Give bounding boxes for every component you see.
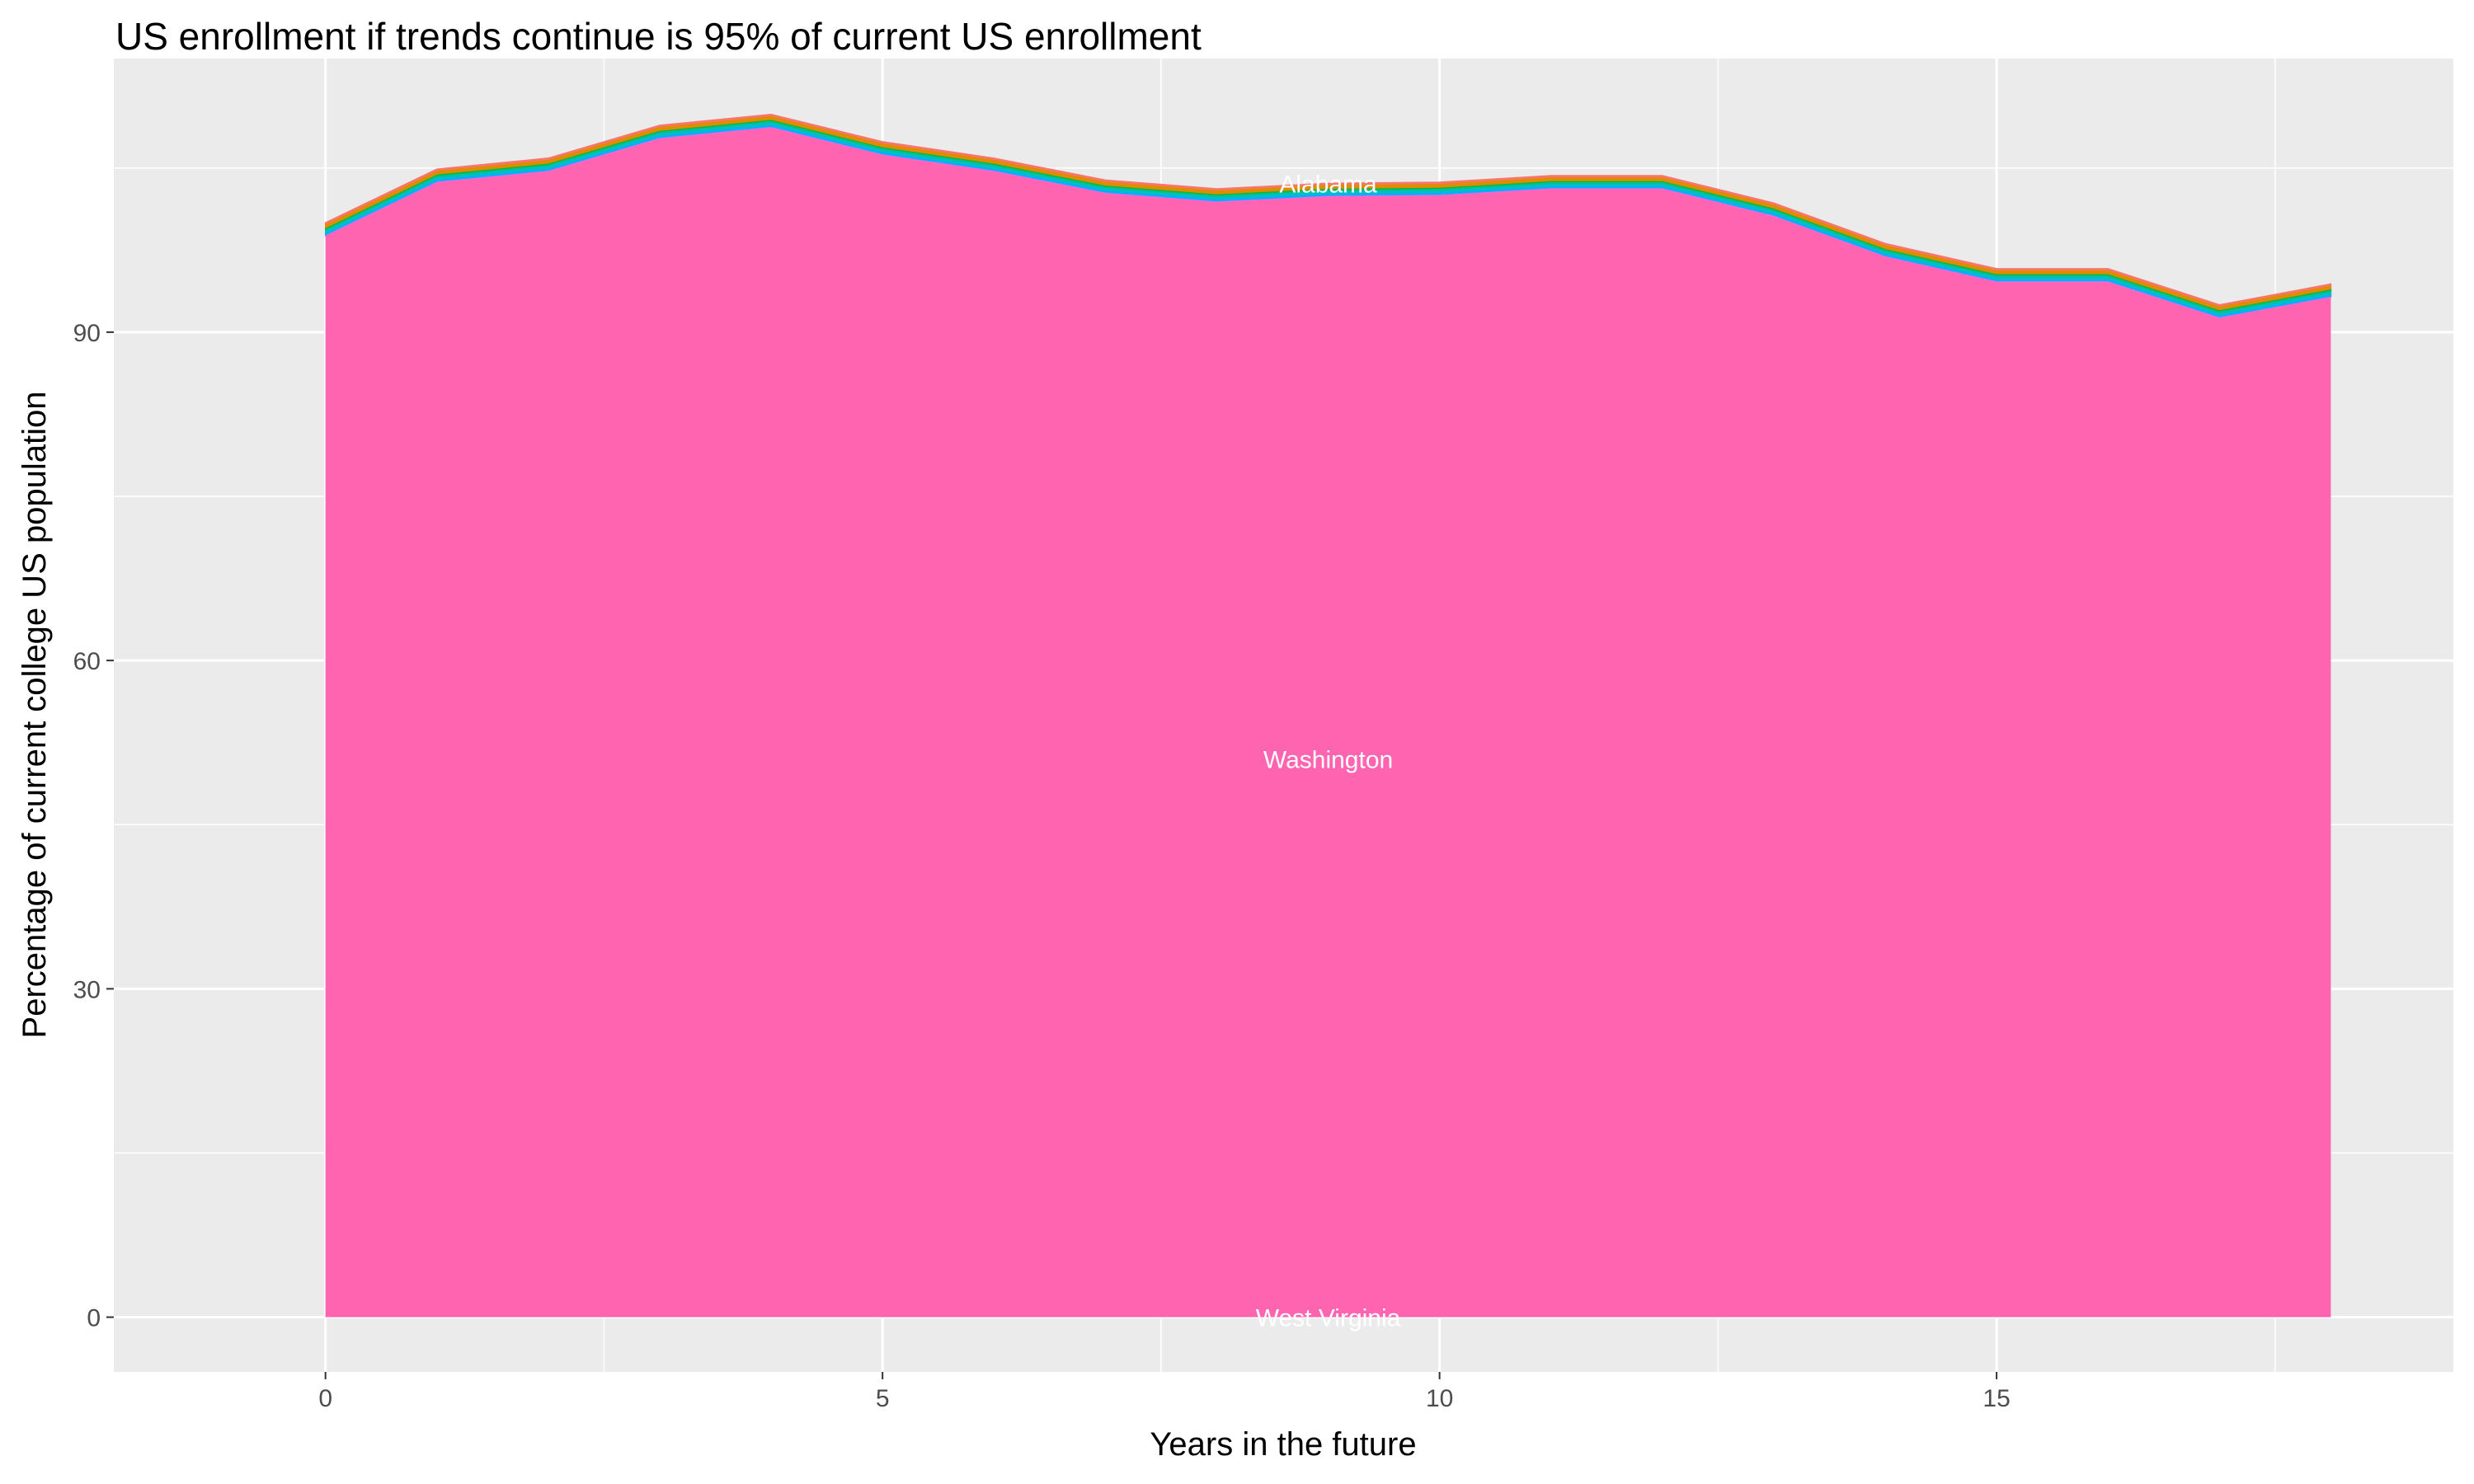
x-tick-label: 10 xyxy=(1426,1385,1453,1412)
chart-title: US enrollment if trends continue is 95% … xyxy=(115,15,1202,58)
x-tick-label: 5 xyxy=(876,1385,890,1412)
annotation-label: West Virginia xyxy=(1256,1305,1401,1332)
y-axis-label: Percentage of current college US populat… xyxy=(16,392,53,1039)
y-tick-label: 60 xyxy=(73,648,101,675)
y-axis-ticks: 0 30 60 90 xyxy=(73,320,114,1332)
area-series-washington xyxy=(325,127,2331,1317)
y-tick-label: 90 xyxy=(73,320,101,347)
area-series-alabama xyxy=(324,113,2332,307)
x-axis-label: Years in the future xyxy=(1150,1426,1416,1463)
annotations: Alabama Washington West Virginia xyxy=(1256,171,1401,1331)
y-tick-label: 0 xyxy=(87,1305,101,1332)
annotation-label: Washington xyxy=(1263,747,1393,774)
y-tick-label: 30 xyxy=(73,976,101,1003)
x-tick-label: 0 xyxy=(318,1385,332,1412)
x-tick-label: 15 xyxy=(1982,1385,2010,1412)
stacked-areas xyxy=(324,113,2332,1317)
annotation-label: Alabama xyxy=(1279,171,1377,198)
x-axis-ticks: 0 5 10 15 xyxy=(318,1372,2011,1412)
